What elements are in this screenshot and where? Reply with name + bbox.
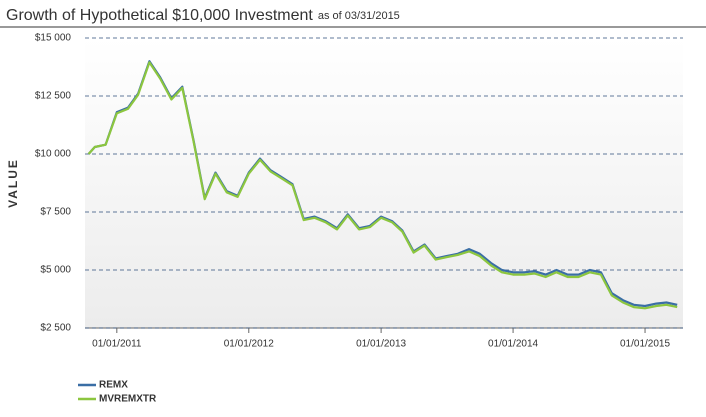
subtitle: as of 03/31/2015 [318,10,400,22]
series-line [87,61,678,310]
legend-label: MVREMXTR [99,394,157,405]
x-tick-label: 01/01/2011 [92,339,142,350]
chart-title: Growth of Hypothetical $10,000 Investmen… [6,7,400,24]
x-tick-label: 01/01/2015 [620,339,670,350]
title: Growth of Hypothetical $10,000 Investmen… [6,7,313,24]
y-tick-label: $5 000 [40,265,71,276]
x-tick-label: 01/01/2014 [488,339,538,350]
series-line [87,60,678,308]
y-tick-label: $7 500 [40,207,71,218]
x-tick-label: 01/01/2013 [356,339,406,350]
x-tick-label: 01/01/2012 [224,339,274,350]
y-tick-label: $2 500 [40,323,71,334]
plot-area [85,38,683,328]
legend-label: REMX [99,380,128,391]
y-tick-label: $15 000 [35,33,72,44]
y-tick-label: $12 500 [35,91,72,102]
y-tick-label: $10 000 [35,149,72,160]
y-axis-label: VALUE [6,158,20,208]
